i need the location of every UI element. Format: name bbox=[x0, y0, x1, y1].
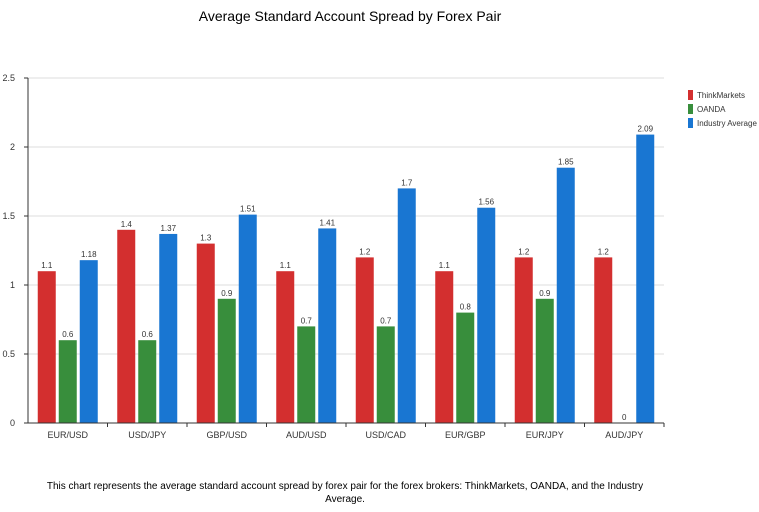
data-label: 1.1 bbox=[439, 261, 451, 270]
x-tick-label: USD/JPY bbox=[128, 430, 166, 440]
legend-swatch bbox=[688, 118, 693, 128]
bar bbox=[196, 243, 215, 423]
y-tick-label: 2 bbox=[10, 142, 15, 152]
y-tick-label: 2.5 bbox=[2, 73, 15, 83]
data-label: 1.3 bbox=[200, 234, 212, 243]
bar bbox=[355, 257, 374, 423]
data-label: 2.09 bbox=[637, 125, 653, 134]
bar bbox=[376, 326, 395, 423]
bar bbox=[556, 167, 575, 423]
bar bbox=[297, 326, 316, 423]
data-label: 0.9 bbox=[539, 289, 551, 298]
data-label: 1.51 bbox=[240, 205, 256, 214]
x-tick-label: GBP/USD bbox=[206, 430, 247, 440]
y-axis: 0 0.5 1 1.5 2 2.5 bbox=[2, 73, 29, 428]
y-tick-label: 0 bbox=[10, 418, 15, 428]
x-tick-label: USD/CAD bbox=[365, 430, 406, 440]
data-label: 0.9 bbox=[221, 289, 233, 298]
x-tick-label: EUR/USD bbox=[47, 430, 88, 440]
data-label: 1.2 bbox=[359, 247, 371, 256]
data-label: 1.7 bbox=[401, 178, 413, 187]
bar bbox=[456, 312, 475, 423]
y-tick-label: 0.5 bbox=[2, 349, 15, 359]
bar bbox=[238, 214, 257, 423]
bar bbox=[37, 271, 56, 423]
chart-caption: This chart represents the average standa… bbox=[46, 481, 644, 505]
legend-swatch bbox=[688, 104, 693, 114]
bar bbox=[138, 340, 157, 423]
data-label: 1.37 bbox=[160, 224, 176, 233]
bar bbox=[594, 257, 613, 423]
bar bbox=[535, 298, 554, 423]
legend: ThinkMarkets OANDA Industry Average bbox=[688, 90, 757, 128]
bar bbox=[58, 340, 77, 423]
bar bbox=[397, 188, 416, 423]
y-tick-label: 1.5 bbox=[2, 211, 15, 221]
data-labels: 1.1 0.6 1.18 1.4 0.6 1.37 1.3 0.9 1.51 1.1 0.7 1.41… bbox=[41, 125, 653, 422]
data-label: 1.2 bbox=[518, 247, 530, 256]
data-label: 0.6 bbox=[62, 330, 74, 339]
data-label: 1.56 bbox=[478, 198, 494, 207]
legend-label: ThinkMarkets bbox=[697, 91, 745, 100]
data-label: 0 bbox=[622, 413, 627, 422]
bar bbox=[79, 260, 98, 423]
x-tick-label: EUR/GBP bbox=[445, 430, 486, 440]
chart-title: Average Standard Account Spread by Forex… bbox=[198, 8, 502, 24]
bar bbox=[435, 271, 454, 423]
bar bbox=[217, 298, 236, 423]
bar bbox=[117, 229, 136, 423]
data-label: 1.4 bbox=[121, 220, 133, 229]
legend-label: OANDA bbox=[697, 105, 726, 114]
bar bbox=[276, 271, 295, 423]
data-label: 0.7 bbox=[301, 316, 313, 325]
data-label: 1.85 bbox=[558, 158, 574, 167]
bar bbox=[477, 207, 496, 423]
data-label: 0.8 bbox=[460, 303, 472, 312]
legend-label: Industry Average bbox=[697, 119, 757, 128]
bar bbox=[159, 233, 178, 423]
data-label: 1.1 bbox=[280, 261, 292, 270]
bar bbox=[318, 228, 337, 423]
bar bbox=[514, 257, 533, 423]
data-label: 1.1 bbox=[41, 261, 53, 270]
x-tick-label: EUR/JPY bbox=[526, 430, 564, 440]
y-tick-label: 1 bbox=[10, 280, 15, 290]
data-label: 0.7 bbox=[380, 316, 392, 325]
x-tick-label: AUD/USD bbox=[286, 430, 327, 440]
data-label: 1.41 bbox=[319, 218, 335, 227]
data-label: 1.18 bbox=[81, 250, 97, 259]
x-tick-label: AUD/JPY bbox=[605, 430, 643, 440]
bar bbox=[636, 134, 655, 423]
legend-swatch bbox=[688, 90, 693, 100]
x-axis: EUR/USD USD/JPY GBP/USD AUD/USD USD/CAD EUR/G… bbox=[28, 422, 665, 440]
data-label: 0.6 bbox=[142, 330, 154, 339]
data-label: 1.2 bbox=[598, 247, 610, 256]
bars bbox=[37, 134, 655, 423]
